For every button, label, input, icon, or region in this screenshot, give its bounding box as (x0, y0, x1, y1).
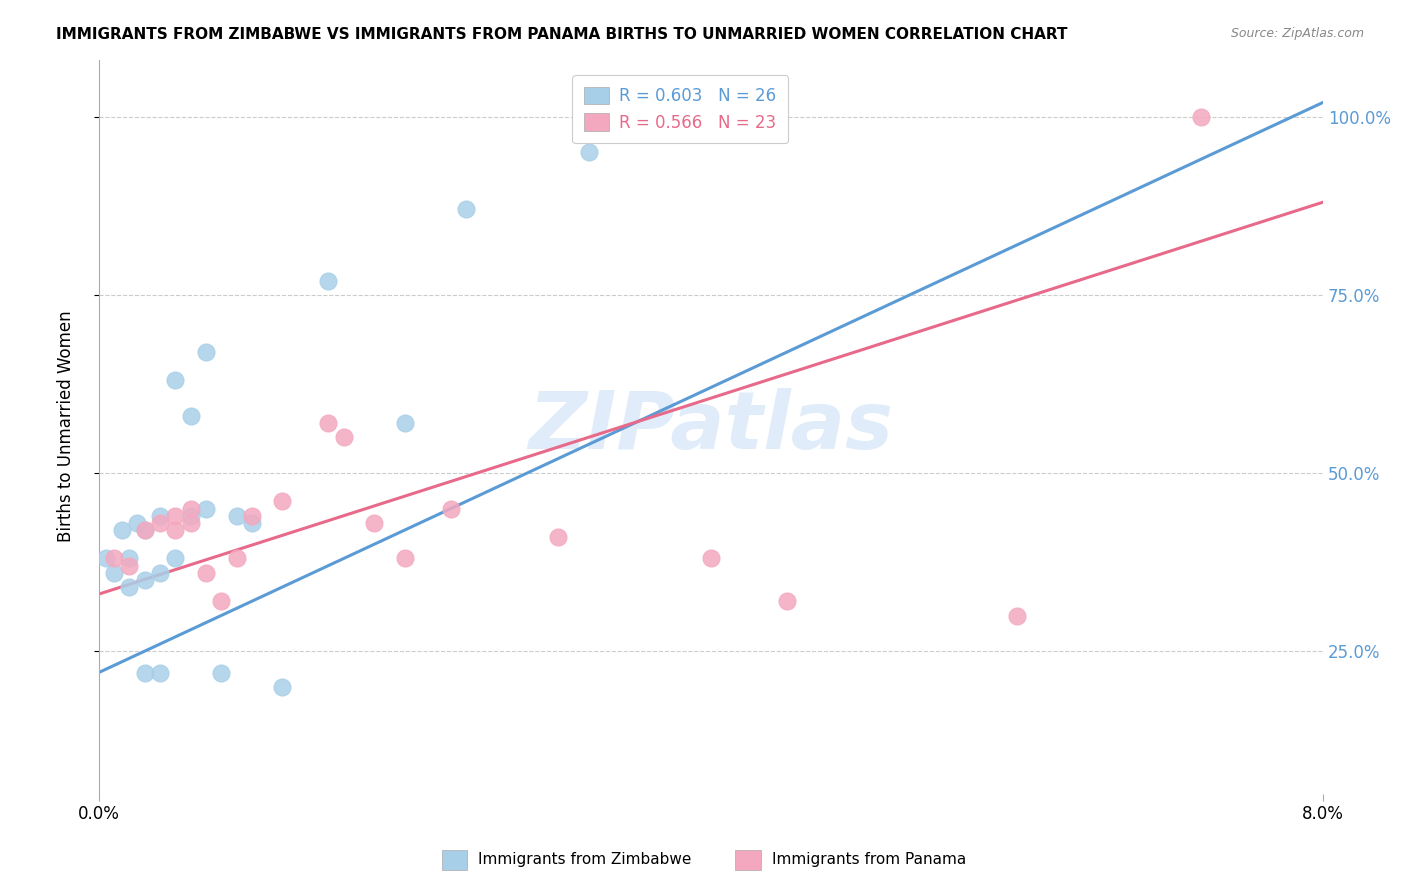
Point (103, 551, 125, 566)
Point (1005, 608, 1028, 623)
Point (578, 145, 600, 160)
Point (134, 523, 156, 537)
Point (180, 516, 202, 530)
Y-axis label: Births to Unmarried Women: Births to Unmarried Women (58, 310, 75, 542)
Legend: R = 0.603   N = 26, R = 0.566   N = 23: R = 0.603 N = 26, R = 0.566 N = 23 (572, 75, 787, 144)
Point (271, 494, 294, 508)
Text: ZIPatlas: ZIPatlas (529, 388, 893, 466)
Point (165, 551, 187, 566)
Point (180, 508, 202, 523)
Point (1189, 110, 1212, 124)
Point (134, 573, 156, 587)
Point (194, 344, 217, 359)
Point (225, 551, 247, 566)
Point (149, 508, 172, 523)
Point (165, 373, 187, 387)
Point (149, 516, 172, 530)
Point (776, 594, 799, 608)
Point (394, 416, 416, 430)
Point (225, 508, 247, 523)
Point (165, 523, 187, 537)
Point (180, 501, 202, 516)
Point (149, 665, 172, 680)
Text: Immigrants from Zimbabwe: Immigrants from Zimbabwe (478, 853, 692, 867)
Point (440, 501, 463, 516)
Point (318, 274, 340, 288)
Text: IMMIGRANTS FROM ZIMBABWE VS IMMIGRANTS FROM PANAMA BIRTHS TO UNMARRIED WOMEN COR: IMMIGRANTS FROM ZIMBABWE VS IMMIGRANTS F… (56, 27, 1067, 42)
Point (111, 523, 134, 537)
Point (134, 523, 156, 537)
Point (547, 530, 569, 544)
Point (363, 516, 385, 530)
Text: Source: ZipAtlas.com: Source: ZipAtlas.com (1230, 27, 1364, 40)
Point (332, 430, 354, 444)
Point (240, 516, 263, 530)
Point (118, 558, 141, 573)
Point (165, 508, 187, 523)
Point (103, 566, 125, 580)
Point (209, 665, 232, 680)
Point (149, 566, 172, 580)
Point (180, 409, 202, 423)
Point (318, 416, 340, 430)
Point (456, 202, 478, 217)
Text: Immigrants from Panama: Immigrants from Panama (772, 853, 966, 867)
Point (96, 551, 118, 566)
Point (271, 680, 294, 694)
Point (394, 551, 416, 566)
Point (240, 508, 263, 523)
Point (700, 551, 723, 566)
Point (194, 501, 217, 516)
Point (125, 516, 148, 530)
Point (118, 580, 141, 594)
Point (209, 594, 232, 608)
Point (194, 566, 217, 580)
Point (118, 551, 141, 566)
Point (134, 665, 156, 680)
